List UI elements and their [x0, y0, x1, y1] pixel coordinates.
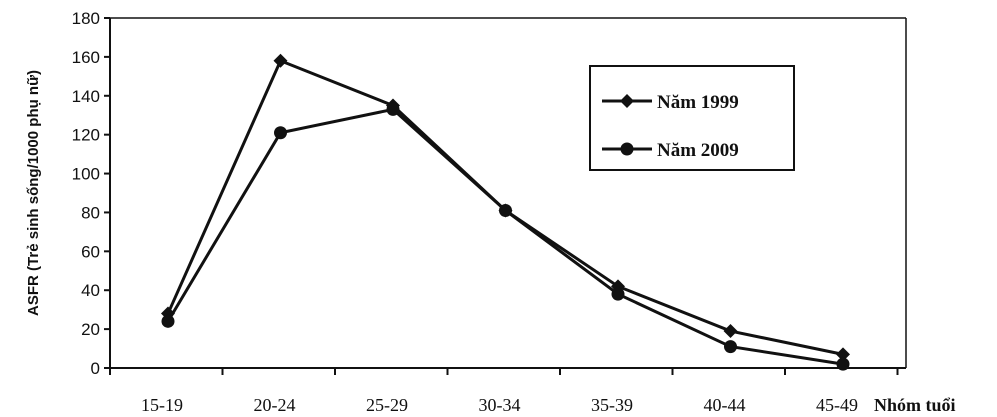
series-group [161, 53, 850, 371]
series-2-point-circle-marker [274, 126, 287, 140]
x-tick-label: 30-34 [479, 395, 521, 415]
x-tick-label: 35-39 [591, 395, 633, 415]
legend-1-diamond-marker [620, 94, 634, 108]
x-axis-ticks: 15-19 20-24 25-29 30-34 35-39 40-44 45-49 [109, 368, 899, 415]
series-1-point-diamond-marker [723, 324, 738, 339]
y-tick-label: 120 [72, 126, 100, 145]
series-2-point-circle-marker [611, 287, 625, 301]
series-2-point-circle-marker [386, 102, 400, 116]
legend-label-2: Năm 2009 [657, 140, 739, 161]
legend: Năm 1999 Năm 2009 [589, 65, 795, 171]
legend-label-1: Năm 1999 [657, 92, 739, 113]
y-axis-label: ASFR (Trẻ sinh sống/1000 phụ nữ) [25, 70, 42, 316]
series-2 [161, 102, 850, 371]
series-1-point-diamond-marker [273, 53, 288, 68]
series-2-point-circle-marker [161, 314, 175, 328]
y-axis-ticks: 0 20 40 60 80 100 120 140 160 180 [72, 9, 110, 378]
y-tick-label: 140 [72, 87, 100, 106]
y-tick-label: 40 [81, 281, 100, 300]
x-axis-label: Nhóm tuổi [874, 395, 956, 415]
axes [109, 17, 907, 369]
legend-items: Năm 1999 Năm 2009 [602, 92, 739, 161]
y-tick-label: 60 [81, 242, 100, 261]
x-tick-label: 25-29 [366, 395, 408, 415]
y-tick-label: 160 [72, 48, 100, 67]
series-2-point-circle-marker [724, 340, 737, 354]
y-tick-label: 180 [72, 9, 100, 28]
y-tick-label: 100 [72, 165, 100, 184]
series-1-point-diamond-marker [836, 347, 850, 362]
y-tick-label: 20 [81, 320, 100, 339]
legend-2-circle-marker [620, 142, 634, 156]
x-tick-label: 15-19 [141, 395, 183, 415]
series-2-point-circle-marker [499, 204, 512, 217]
y-tick-label: 80 [81, 203, 100, 222]
x-tick-label: 20-24 [254, 395, 296, 415]
x-tick-label: 45-49 [816, 395, 858, 415]
x-tick-label: 40-44 [704, 395, 746, 415]
y-tick-label: 0 [91, 359, 100, 378]
series-2-point-circle-marker [836, 357, 850, 371]
